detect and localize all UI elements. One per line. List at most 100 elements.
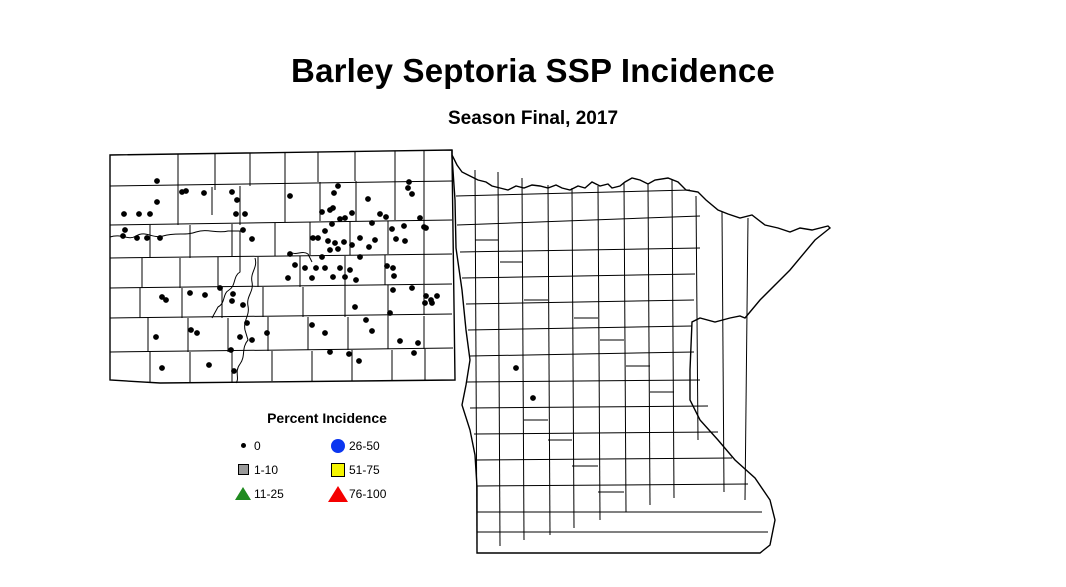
incidence-point bbox=[231, 368, 237, 374]
legend-item-26-50[interactable]: 26-50 bbox=[327, 438, 422, 453]
incidence-point bbox=[335, 183, 341, 189]
incidence-point bbox=[194, 330, 200, 336]
incidence-point bbox=[249, 236, 255, 242]
incidence-point bbox=[202, 292, 208, 298]
incidence-point bbox=[120, 233, 126, 239]
incidence-point bbox=[422, 300, 428, 306]
legend-label-51-75: 51-75 bbox=[349, 462, 380, 477]
incidence-point bbox=[349, 210, 355, 216]
incidence-point bbox=[357, 235, 363, 241]
legend-item-51-75[interactable]: 51-75 bbox=[327, 462, 422, 477]
incidence-point bbox=[319, 209, 325, 215]
incidence-point bbox=[402, 238, 408, 244]
incidence-point bbox=[134, 235, 140, 241]
incidence-point bbox=[406, 179, 412, 185]
incidence-point bbox=[217, 285, 223, 291]
incidence-point bbox=[330, 274, 336, 280]
incidence-point bbox=[230, 291, 236, 297]
incidence-point bbox=[384, 263, 390, 269]
incidence-point bbox=[377, 211, 383, 217]
incidence-point bbox=[229, 298, 235, 304]
incidence-point bbox=[346, 351, 352, 357]
incidence-point bbox=[434, 293, 440, 299]
incidence-point bbox=[391, 273, 397, 279]
incidence-point bbox=[154, 178, 160, 184]
incidence-point bbox=[228, 347, 234, 353]
incidence-points bbox=[120, 178, 536, 401]
incidence-point bbox=[229, 189, 235, 195]
incidence-point bbox=[159, 294, 165, 300]
blue-circle-icon bbox=[327, 438, 349, 453]
incidence-point bbox=[233, 211, 239, 217]
incidence-point bbox=[369, 220, 375, 226]
incidence-point bbox=[331, 190, 337, 196]
green-triangle-icon bbox=[232, 487, 254, 500]
missouri-river bbox=[110, 231, 312, 383]
incidence-point bbox=[310, 235, 316, 241]
incidence-point bbox=[287, 251, 293, 257]
incidence-point bbox=[285, 275, 291, 281]
incidence-point bbox=[405, 185, 411, 191]
incidence-point bbox=[423, 293, 429, 299]
red-triangle-icon bbox=[327, 485, 349, 502]
incidence-point bbox=[136, 211, 142, 217]
legend-column-left: 0 1-10 11-25 bbox=[232, 438, 327, 501]
legend-label-1-10: 1-10 bbox=[254, 462, 279, 477]
incidence-point bbox=[390, 265, 396, 271]
incidence-point bbox=[347, 267, 353, 273]
incidence-point bbox=[242, 211, 248, 217]
incidence-point bbox=[369, 328, 375, 334]
incidence-point bbox=[337, 265, 343, 271]
incidence-point bbox=[411, 350, 417, 356]
incidence-point bbox=[513, 365, 519, 371]
incidence-point bbox=[389, 226, 395, 232]
legend-item-0[interactable]: 0 bbox=[232, 438, 327, 453]
incidence-point bbox=[122, 227, 128, 233]
incidence-point bbox=[349, 242, 355, 248]
incidence-point bbox=[327, 349, 333, 355]
incidence-point bbox=[341, 239, 347, 245]
incidence-point bbox=[319, 254, 325, 260]
incidence-point bbox=[240, 302, 246, 308]
north-dakota-counties bbox=[110, 150, 455, 383]
incidence-point bbox=[234, 197, 240, 203]
incidence-point bbox=[372, 237, 378, 243]
gray-square-icon bbox=[232, 464, 254, 475]
yellow-square-icon bbox=[327, 462, 349, 477]
legend-title: Percent Incidence bbox=[267, 410, 387, 426]
incidence-point bbox=[393, 236, 399, 242]
legend-item-76-100[interactable]: 76-100 bbox=[327, 485, 422, 502]
incidence-point bbox=[332, 240, 338, 246]
incidence-point bbox=[302, 265, 308, 271]
legend-item-11-25[interactable]: 11-25 bbox=[232, 486, 327, 501]
incidence-point bbox=[327, 247, 333, 253]
incidence-point bbox=[357, 254, 363, 260]
incidence-point bbox=[352, 304, 358, 310]
incidence-point bbox=[249, 337, 255, 343]
incidence-point bbox=[240, 227, 246, 233]
page-subtitle: Season Final, 2017 bbox=[447, 108, 619, 129]
incidence-point bbox=[322, 330, 328, 336]
incidence-point bbox=[397, 338, 403, 344]
incidence-point bbox=[163, 297, 169, 303]
incidence-point bbox=[201, 190, 207, 196]
incidence-point bbox=[365, 196, 371, 202]
incidence-point bbox=[429, 300, 435, 306]
incidence-point bbox=[415, 340, 421, 346]
incidence-point bbox=[417, 215, 423, 221]
legend: Percent Incidence 0 1-10 11-25 bbox=[232, 410, 422, 508]
legend-label-0: 0 bbox=[254, 438, 261, 453]
incidence-point bbox=[330, 205, 336, 211]
black-dot-icon bbox=[232, 443, 254, 448]
incidence-point bbox=[179, 189, 185, 195]
legend-item-1-10[interactable]: 1-10 bbox=[232, 462, 327, 477]
incidence-point bbox=[530, 395, 536, 401]
incidence-point bbox=[390, 287, 396, 293]
legend-column-right: 26-50 51-75 76-100 bbox=[327, 438, 422, 502]
incidence-point bbox=[154, 199, 160, 205]
incidence-point bbox=[264, 330, 270, 336]
incidence-point bbox=[287, 193, 293, 199]
